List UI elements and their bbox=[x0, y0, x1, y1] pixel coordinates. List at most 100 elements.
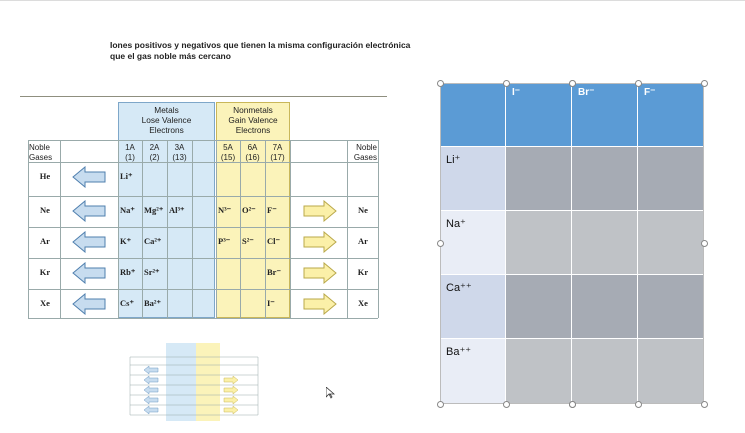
table-header-cell[interactable]: F⁻ bbox=[638, 83, 704, 147]
left-arrow-icon bbox=[72, 166, 106, 188]
table-data-cell[interactable] bbox=[506, 147, 572, 211]
table-data-cell[interactable] bbox=[572, 211, 638, 275]
noble-gas-left: Xe bbox=[40, 298, 50, 308]
ion-label: Ba²⁺ bbox=[144, 298, 161, 308]
table-data-cell[interactable] bbox=[506, 339, 572, 404]
ion-label: Cs⁺ bbox=[120, 298, 134, 308]
grid-col-line bbox=[216, 140, 217, 318]
slide-title-line1: Iones positivos y negativos que tienen l… bbox=[110, 40, 411, 50]
resize-handle[interactable] bbox=[700, 240, 708, 247]
slide-title-line2: que el gas noble más cercano bbox=[110, 51, 231, 61]
group-number: 7A bbox=[272, 143, 283, 152]
metals-title-line: Metals bbox=[154, 105, 179, 115]
grid-col-line bbox=[347, 140, 348, 318]
table-data-cell[interactable] bbox=[638, 147, 704, 211]
grid-row-line bbox=[28, 227, 378, 228]
group-subnumber: (1) bbox=[125, 152, 135, 162]
resize-handle[interactable] bbox=[568, 400, 576, 408]
group-subnumber: (13) bbox=[172, 152, 187, 162]
nonmetals-title: Nonmetals Gain Valence Electrons bbox=[216, 105, 290, 135]
resize-handle[interactable] bbox=[568, 79, 576, 87]
slide-thumbnail-icon[interactable] bbox=[118, 341, 262, 423]
table-data-cell[interactable] bbox=[506, 275, 572, 339]
group-header: 3A (13) bbox=[167, 143, 192, 162]
resize-handle[interactable] bbox=[436, 400, 444, 408]
row-header-label: Na⁺ bbox=[446, 218, 466, 230]
ion-label: K⁺ bbox=[120, 236, 132, 246]
noble-gas-right: Ar bbox=[358, 236, 368, 246]
resize-handle[interactable] bbox=[502, 79, 510, 87]
right-arrow-icon bbox=[303, 262, 337, 284]
resize-handle[interactable] bbox=[502, 400, 510, 408]
grid-row-line bbox=[28, 196, 378, 197]
ion-table[interactable]: I⁻ Br⁻ F⁻ Li⁺ Na⁺ Ca⁺⁺ Ba⁺⁺ bbox=[440, 83, 704, 404]
metals-title: Metals Lose Valence Electrons bbox=[118, 105, 215, 135]
header-line: Noble bbox=[29, 143, 50, 152]
row-header-label: Li⁺ bbox=[446, 154, 461, 166]
group-number: 5A bbox=[223, 143, 233, 152]
ion-label: O²⁻ bbox=[242, 205, 256, 215]
grid-col-line bbox=[265, 140, 266, 318]
noble-gas-left: Ar bbox=[40, 236, 50, 246]
resize-handle[interactable] bbox=[700, 79, 708, 87]
table-data-cell[interactable] bbox=[572, 339, 638, 404]
group-subnumber: (17) bbox=[270, 152, 285, 162]
group-header: 6A (16) bbox=[240, 143, 265, 162]
group-number: 3A bbox=[174, 143, 185, 152]
table-data-cell[interactable] bbox=[638, 275, 704, 339]
grid-col-line bbox=[167, 140, 168, 318]
group-header: 7A (17) bbox=[265, 143, 290, 162]
column-header-label: F⁻ bbox=[644, 87, 656, 98]
nonmetals-title-line: Nonmetals bbox=[233, 105, 273, 115]
row-header-label: Ba⁺⁺ bbox=[446, 346, 472, 358]
table-data-cell[interactable] bbox=[638, 211, 704, 275]
table-row-label-cell[interactable]: Ca⁺⁺ bbox=[440, 275, 506, 339]
slide-title: Iones positivos y negativos que tienen l… bbox=[110, 40, 410, 62]
grid-col-line bbox=[118, 140, 119, 318]
group-header: 1A (1) bbox=[118, 143, 142, 162]
grid-col-line bbox=[142, 140, 143, 318]
grid-col-line bbox=[60, 140, 61, 318]
ion-label: Sr²⁺ bbox=[144, 267, 160, 277]
table-header-cell[interactable]: Br⁻ bbox=[572, 83, 638, 147]
table-data-cell[interactable] bbox=[572, 147, 638, 211]
ion-configuration-figure[interactable]: Metals Lose Valence Electrons Nonmetals … bbox=[20, 96, 387, 319]
table-header-cell[interactable]: I⁻ bbox=[506, 83, 572, 147]
resize-handle[interactable] bbox=[634, 79, 642, 87]
right-arrow-icon bbox=[303, 231, 337, 253]
noble-gases-header: Noble Gases bbox=[348, 143, 377, 162]
figure-top-rule bbox=[20, 96, 387, 97]
resize-handle[interactable] bbox=[634, 400, 642, 408]
ion-label: Rb⁺ bbox=[120, 267, 136, 277]
grid-col-line bbox=[378, 140, 379, 318]
noble-gas-left: He bbox=[39, 171, 51, 181]
group-number: 6A bbox=[247, 143, 258, 152]
left-arrow-icon bbox=[72, 293, 106, 315]
ion-label: Cl⁻ bbox=[267, 236, 280, 246]
nonmetals-band bbox=[216, 102, 290, 318]
table-data-cell[interactable] bbox=[638, 339, 704, 404]
ion-label: N³⁻ bbox=[218, 205, 232, 215]
resize-handle[interactable] bbox=[700, 400, 708, 408]
noble-gas-right: Xe bbox=[358, 298, 368, 308]
ion-label: I⁻ bbox=[267, 298, 275, 308]
resize-handle[interactable] bbox=[436, 240, 444, 247]
mouse-pointer-icon bbox=[326, 387, 335, 399]
right-arrow-icon bbox=[303, 200, 337, 222]
table-row-label-cell[interactable]: Na⁺ bbox=[440, 211, 506, 275]
resize-handle[interactable] bbox=[436, 79, 444, 87]
ion-label: Ca²⁺ bbox=[144, 236, 162, 246]
table-row-label-cell[interactable]: Ba⁺⁺ bbox=[440, 339, 506, 404]
grid-row-line bbox=[28, 318, 378, 319]
header-line: Noble bbox=[356, 143, 377, 152]
grid-col-line bbox=[28, 140, 29, 318]
group-number: 2A bbox=[149, 143, 160, 152]
table-header-cell[interactable] bbox=[440, 83, 506, 147]
table-data-cell[interactable] bbox=[506, 211, 572, 275]
left-arrow-icon bbox=[72, 262, 106, 284]
table-data-cell[interactable] bbox=[572, 275, 638, 339]
grid-col-line bbox=[240, 140, 241, 318]
table-row-label-cell[interactable]: Li⁺ bbox=[440, 147, 506, 211]
metals-title-line: Electrons bbox=[149, 125, 184, 135]
grid-col-line bbox=[192, 140, 193, 318]
